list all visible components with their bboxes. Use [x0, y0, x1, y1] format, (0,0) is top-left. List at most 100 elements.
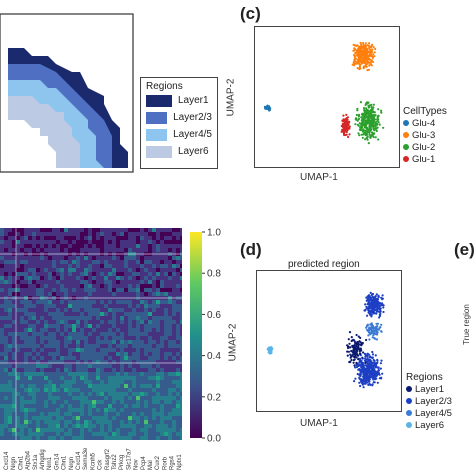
heatmap-cell — [108, 380, 112, 384]
heatmap-cell — [164, 328, 168, 332]
heatmap-cell — [132, 388, 136, 392]
heatmap-cell — [72, 388, 76, 392]
umap-point — [345, 113, 348, 116]
layer-map — [0, 13, 134, 173]
heatmap-cell — [112, 432, 116, 436]
heatmap-cell — [104, 364, 108, 368]
heatmap-cell — [8, 240, 12, 244]
heatmap-cell — [16, 256, 20, 260]
heatmap-cell — [168, 328, 172, 332]
heatmap-cell — [144, 360, 148, 364]
heatmap-cell — [76, 432, 80, 436]
heatmap-cell — [16, 412, 20, 416]
umap-point — [353, 358, 356, 361]
heatmap-cell — [76, 336, 80, 340]
heatmap-cell — [144, 404, 148, 408]
heatmap-cell — [80, 284, 84, 288]
umap-point — [358, 376, 361, 379]
umap-point — [369, 53, 372, 56]
umap-point — [353, 55, 356, 59]
heatmap-cell — [88, 300, 92, 304]
heatmap-cell — [40, 428, 44, 432]
heatmap-cell — [24, 316, 28, 320]
umap-point — [376, 325, 379, 328]
heatmap-cell — [168, 392, 172, 396]
heatmap-cell — [72, 364, 76, 368]
heatmap-cell — [76, 424, 80, 428]
heatmap-cell — [56, 420, 60, 424]
umap-point — [364, 382, 367, 385]
heatmap-cell — [60, 340, 64, 344]
heatmap-cell — [0, 396, 4, 400]
heatmap-cell — [52, 256, 56, 260]
heatmap-cell — [116, 284, 120, 288]
heatmap-cell — [156, 292, 160, 296]
heatmap-cell — [136, 228, 140, 232]
umap-point — [355, 356, 358, 359]
heatmap-cell — [40, 412, 44, 416]
heatmap-cell — [120, 264, 124, 268]
heatmap-cell — [56, 360, 60, 364]
heatmap-cell — [176, 260, 180, 264]
heatmap-cell — [172, 304, 176, 308]
heatmap-cell — [64, 352, 68, 356]
heatmap-cell — [160, 412, 164, 416]
heatmap-cell — [16, 368, 20, 372]
heatmap-cell — [156, 392, 160, 396]
heatmap-cell — [68, 248, 72, 252]
umap-point — [365, 305, 368, 308]
heatmap-cell — [136, 280, 140, 284]
heatmap-cell — [20, 304, 24, 308]
heatmap-cell — [152, 276, 156, 280]
heatmap-cell — [20, 396, 24, 400]
umap-point — [375, 305, 378, 308]
heatmap-cell — [40, 424, 44, 428]
heatmap-cell — [28, 436, 32, 440]
heatmap-cell — [108, 308, 112, 312]
heatmap-cell — [164, 268, 168, 272]
umap-point — [367, 359, 370, 362]
heatmap-cell — [44, 340, 48, 344]
umap-point — [357, 117, 360, 120]
heatmap-cell — [28, 324, 32, 328]
heatmap-cell — [56, 368, 60, 372]
umap-point — [368, 44, 371, 47]
umap-point — [360, 359, 363, 362]
heatmap-cell — [68, 300, 72, 304]
heatmap-cell — [144, 424, 148, 428]
heatmap-cell — [140, 256, 144, 260]
heatmap-cell — [176, 396, 180, 400]
heatmap-cell — [100, 400, 104, 404]
heatmap-cell — [32, 368, 36, 372]
heatmap-cell — [76, 412, 80, 416]
heatmap-cell — [168, 292, 172, 296]
heatmap-cell — [144, 284, 148, 288]
heatmap-cell — [112, 360, 116, 364]
heatmap-cell — [16, 428, 20, 432]
heatmap-cell — [28, 336, 32, 340]
heatmap-cell — [84, 368, 88, 372]
heatmap-cell — [88, 420, 92, 424]
heatmap-cell — [92, 268, 96, 272]
heatmap-cell — [108, 272, 112, 276]
heatmap-cell — [64, 436, 68, 440]
heatmap-cell — [100, 420, 104, 424]
heatmap-cell — [124, 344, 128, 348]
umap-point — [373, 300, 376, 303]
heatmap-cell — [12, 364, 16, 368]
heatmap-cell — [52, 316, 56, 320]
legend-label: Layer1 — [178, 95, 209, 106]
heatmap-cell — [88, 236, 92, 240]
heatmap-cell — [36, 236, 40, 240]
heatmap-cell — [48, 356, 52, 360]
heatmap-cell — [128, 248, 132, 252]
heatmap-cell — [92, 300, 96, 304]
heatmap-cell — [100, 284, 104, 288]
gene-label: Kcnh5 — [90, 452, 96, 470]
heatmap-cell — [20, 332, 24, 336]
heatmap-cell — [92, 276, 96, 280]
heatmap-cell — [148, 288, 152, 292]
heatmap-cell — [128, 420, 132, 424]
heatmap-cell — [180, 376, 182, 380]
heatmap-cell — [136, 364, 140, 368]
